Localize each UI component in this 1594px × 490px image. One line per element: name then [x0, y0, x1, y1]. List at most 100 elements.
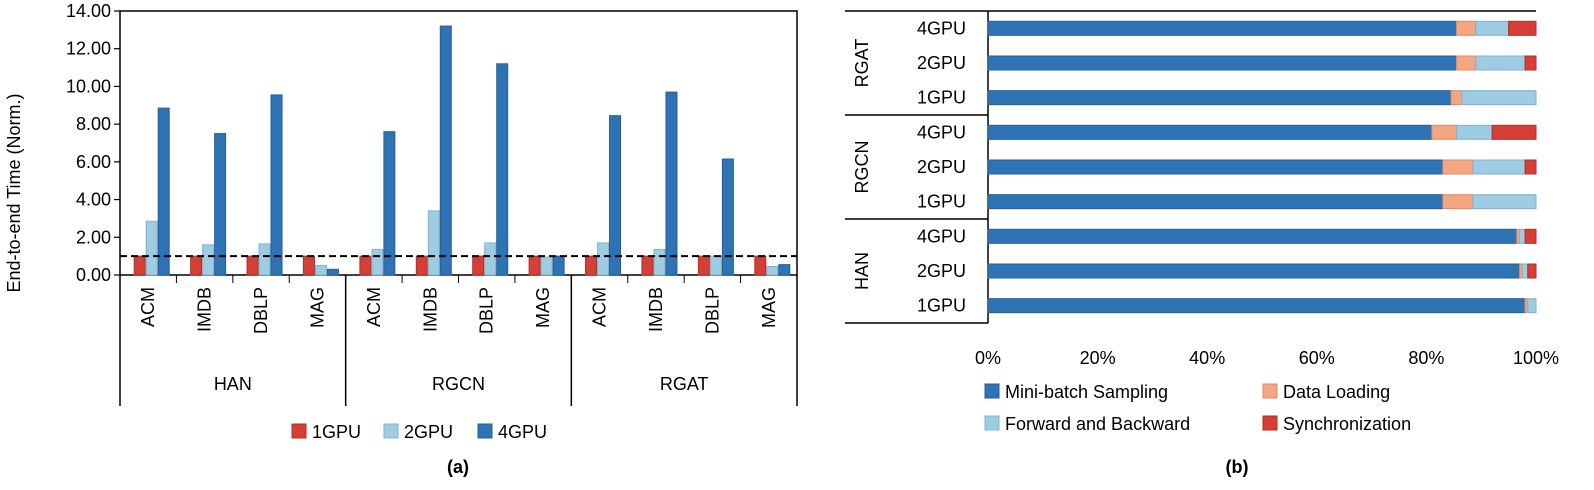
group-label: RGAT [852, 39, 872, 88]
bar-segment-sampling-rgcn-1gpu [987, 194, 1444, 210]
bar-segment-loading-rgat-1gpu [1450, 90, 1463, 106]
y-tick-label: 0.00 [76, 265, 111, 285]
bar-segment-forward-rgcn-1gpu [1472, 194, 1537, 210]
bar-2gpu-rgcn-imdb [427, 210, 440, 276]
legend-swatch-loading [1262, 383, 1278, 399]
legend-swatch-1gpu [291, 423, 307, 439]
category-label: MAG [307, 287, 327, 328]
y-axis-label: End-to-end Time (Norm.) [4, 93, 24, 292]
bar-segment-sampling-rgcn-2gpu [987, 159, 1444, 175]
row-label: 1GPU [917, 296, 966, 316]
bar-segment-sampling-rgat-4gpu [987, 20, 1458, 36]
bar-4gpu-han-mag [326, 268, 339, 276]
bar-4gpu-han-acm [157, 107, 170, 276]
bar-4gpu-rgcn-acm [383, 131, 396, 276]
bar-segment-sampling-rgat-1gpu [987, 90, 1452, 106]
bar-4gpu-rgcn-mag [552, 255, 565, 276]
bar-segment-forward-rgat-1gpu [1461, 90, 1537, 106]
bar-4gpu-rgat-imdb [665, 91, 678, 276]
group-label: HAN [214, 374, 252, 394]
legend-swatch-sampling [984, 383, 1000, 399]
bar-1gpu-rgat-imdb [641, 255, 654, 276]
row-label: 4GPU [917, 18, 966, 38]
bar-segment-loading-rgcn-1gpu [1442, 194, 1474, 210]
legend-label-4gpu: 4GPU [498, 422, 547, 442]
category-label: IMDB [646, 287, 666, 332]
bar-2gpu-rgcn-acm [371, 249, 384, 276]
bar-segment-forward-rgat-2gpu [1475, 55, 1526, 71]
bar-segment-loading-rgat-4gpu [1456, 20, 1477, 36]
category-label: ACM [590, 287, 610, 327]
legend-swatch-forward [984, 415, 1000, 431]
bar-4gpu-han-imdb [214, 133, 227, 276]
y-tick-label: 6.00 [76, 152, 111, 172]
legend-label-sync: Synchronization [1283, 414, 1411, 434]
y-tick-label: 8.00 [76, 114, 111, 134]
bar-1gpu-han-mag [302, 255, 315, 276]
x-tick-label: 60% [1299, 348, 1335, 368]
bar-segment-forward-han-4gpu [1519, 228, 1526, 244]
chart-b: RGAT 4GPU 2GPU 1GPU RGCN 4GPU 2GPU 1GPU HAN 4GPU 2… [845, 10, 1559, 477]
bar-2gpu-rgat-acm [597, 242, 610, 276]
legend-label-loading: Data Loading [1283, 382, 1390, 402]
bar-4gpu-rgat-dblp [721, 158, 734, 276]
bar-1gpu-han-acm [133, 255, 146, 276]
legend-swatch-sync [1262, 415, 1278, 431]
bar-1gpu-rgat-acm [585, 255, 598, 276]
bar-segment-sampling-han-1gpu [987, 298, 1526, 314]
group-label: RGAT [660, 374, 709, 394]
row-label: 2GPU [917, 261, 966, 281]
bar-1gpu-rgat-mag [754, 255, 767, 276]
caption-a: (a) [447, 457, 469, 477]
bar-2gpu-han-imdb [202, 244, 215, 276]
bar-4gpu-rgat-mag [778, 264, 791, 276]
group-label: RGCN [852, 141, 872, 194]
bar-4gpu-rgcn-dblp [496, 63, 509, 276]
bar-segment-sync-rgcn-4gpu [1491, 124, 1537, 140]
bar-segment-sampling-han-2gpu [987, 263, 1521, 279]
y-tick-label: 12.00 [66, 39, 111, 59]
chart-a: 0.00 2.00 4.00 6.00 8.00 10.00 12.00 14.00 End-t… [4, 1, 798, 477]
category-label: DBLP [477, 287, 497, 334]
bar-segment-sync-rgat-4gpu [1508, 20, 1537, 36]
x-tick-label: 0% [975, 348, 1001, 368]
legend-label-2gpu: 2GPU [404, 422, 453, 442]
x-tick-label: 100% [1513, 348, 1559, 368]
bar-segment-forward-han-2gpu [1521, 263, 1529, 279]
bar-segment-sync-rgcn-2gpu [1524, 159, 1537, 175]
bar-2gpu-rgat-imdb [653, 249, 666, 276]
bar-2gpu-rgat-mag [766, 266, 779, 276]
row-label: 4GPU [917, 226, 966, 246]
group-label: RGCN [432, 374, 485, 394]
bar-segment-sampling-han-4gpu [987, 228, 1518, 244]
bar-1gpu-han-dblp [246, 255, 259, 276]
x-tick-label: 80% [1408, 348, 1444, 368]
legend-label-1gpu: 1GPU [312, 422, 361, 442]
bar-segment-sync-han-2gpu [1527, 263, 1537, 279]
bar-segment-forward-rgcn-2gpu [1472, 159, 1526, 175]
bar-1gpu-rgcn-dblp [472, 255, 485, 276]
group-label: HAN [852, 252, 872, 290]
bar-4gpu-rgcn-imdb [439, 25, 452, 276]
bar-2gpu-rgcn-mag [540, 256, 553, 276]
category-label: MAG [533, 287, 553, 328]
bar-1gpu-rgcn-acm [359, 255, 372, 276]
row-label: 1GPU [917, 88, 966, 108]
category-label: ACM [364, 287, 384, 327]
category-label: ACM [138, 287, 158, 327]
bar-1gpu-rgcn-imdb [415, 255, 428, 276]
category-label: IMDB [420, 287, 440, 332]
legend-label-forward: Forward and Backward [1005, 414, 1190, 434]
bar-segment-loading-rgcn-2gpu [1442, 159, 1474, 175]
y-tick-label: 14.00 [66, 1, 111, 21]
bar-1gpu-han-imdb [190, 255, 203, 276]
bar-segment-forward-han-1gpu [1527, 298, 1537, 314]
row-label: 1GPU [917, 192, 966, 212]
category-label: MAG [759, 287, 779, 328]
legend-label-sampling: Mini-batch Sampling [1005, 382, 1168, 402]
row-label: 2GPU [917, 53, 966, 73]
bar-1gpu-rgat-dblp [697, 255, 710, 276]
row-label: 2GPU [917, 157, 966, 177]
category-label: IMDB [195, 287, 215, 332]
bar-2gpu-han-mag [314, 265, 327, 276]
